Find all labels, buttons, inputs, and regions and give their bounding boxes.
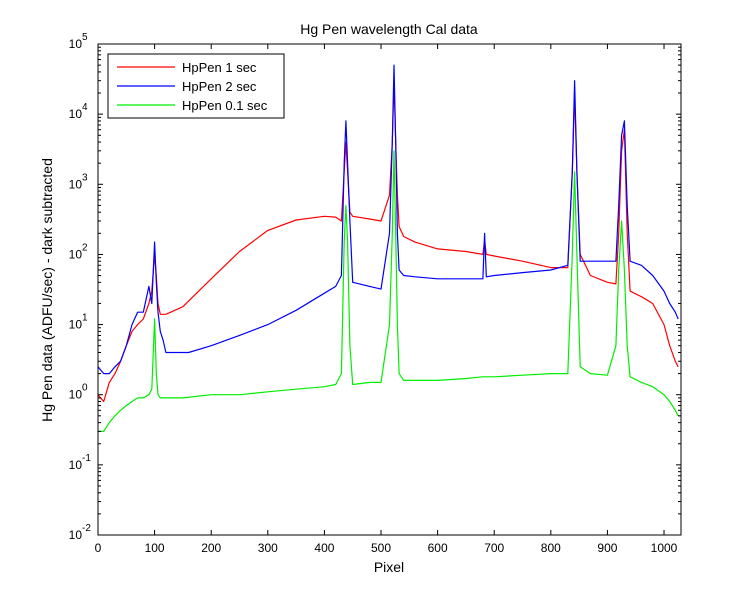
y-tick-exponent: 1	[82, 313, 88, 324]
y-tick-label: 10	[69, 528, 83, 542]
plot-frame	[97, 43, 682, 536]
y-tick-exponent: -1	[82, 453, 91, 464]
x-axis-label: Pixel	[374, 559, 404, 575]
y-tick-label: 10	[69, 247, 83, 261]
legend-label-2: HpPen 2 sec	[182, 79, 257, 94]
y-tick-exponent: 5	[82, 32, 88, 43]
y-tick-label: 10	[69, 37, 83, 51]
y-tick-label: 10	[69, 318, 83, 332]
x-tick-label: 0	[95, 541, 102, 555]
y-tick-label: 10	[69, 177, 83, 191]
x-tick-label: 1000	[651, 541, 678, 555]
x-tick-label: 400	[314, 541, 334, 555]
x-tick-label: 800	[541, 541, 561, 555]
plot-area: 0 100 200 300 400 500 600 700 800 900 1000 10 -210-…	[69, 32, 682, 555]
series-line-2	[97, 64, 679, 375]
y-tick-exponent: 2	[82, 242, 88, 253]
y-tick-label: 10	[69, 107, 83, 121]
x-tick-label: 300	[258, 541, 278, 555]
x-tick-label: 900	[597, 541, 617, 555]
plot-background	[98, 44, 681, 535]
y-tick-exponent: -2	[82, 523, 91, 534]
legend-label-3: HpPen 0.1 sec	[182, 98, 268, 113]
x-tick-label: 500	[371, 541, 391, 555]
x-tick-label: 200	[201, 541, 221, 555]
x-tick-label: 100	[145, 541, 165, 555]
y-tick-exponent: 3	[82, 172, 88, 183]
x-axis-ticks: 0 100 200 300 400 500 600 700 800 900 1000	[95, 44, 678, 555]
chart-title: Hg Pen wavelength Cal data	[300, 21, 478, 37]
y-axis-label: Hg Pen data (ADFU/sec) - dark subtracted	[39, 158, 55, 422]
legend: HpPen 1 sec HpPen 2 sec HpPen 0.1 sec	[107, 53, 285, 119]
y-tick-exponent: 0	[82, 383, 88, 394]
series-line-3	[98, 150, 679, 432]
series-layer	[97, 64, 679, 432]
y-tick-label: 10	[69, 458, 83, 472]
x-tick-label: 600	[428, 541, 448, 555]
y-tick-label: 10	[69, 388, 83, 402]
y-tick-exponent: 4	[82, 102, 88, 113]
x-tick-label: 700	[484, 541, 504, 555]
legend-label-1: HpPen 1 sec	[182, 60, 257, 75]
